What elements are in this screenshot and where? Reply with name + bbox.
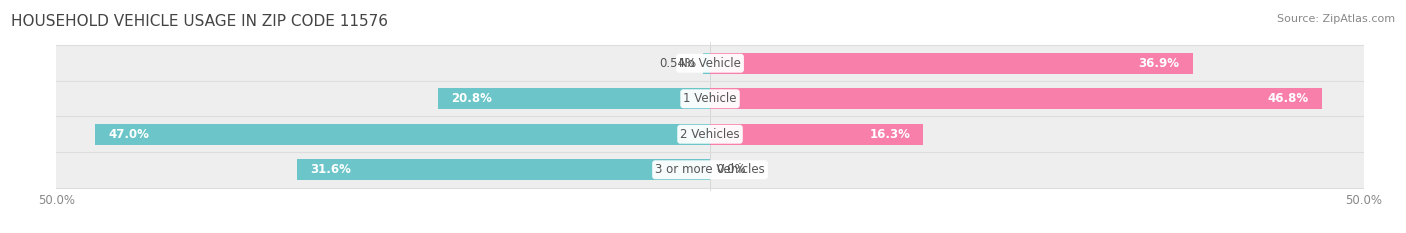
Bar <box>96 123 710 145</box>
Bar <box>710 123 924 145</box>
Text: No Vehicle: No Vehicle <box>679 57 741 70</box>
Bar <box>56 152 1364 188</box>
Text: HOUSEHOLD VEHICLE USAGE IN ZIP CODE 11576: HOUSEHOLD VEHICLE USAGE IN ZIP CODE 1157… <box>11 14 388 29</box>
Text: 3 or more Vehicles: 3 or more Vehicles <box>655 163 765 176</box>
Text: 1 Vehicle: 1 Vehicle <box>683 92 737 105</box>
Text: 36.9%: 36.9% <box>1139 57 1180 70</box>
Text: 2 Vehicles: 2 Vehicles <box>681 128 740 141</box>
Text: 47.0%: 47.0% <box>108 128 149 141</box>
Text: Source: ZipAtlas.com: Source: ZipAtlas.com <box>1277 14 1395 24</box>
Text: 16.3%: 16.3% <box>869 128 910 141</box>
Bar <box>56 45 1364 81</box>
Text: 20.8%: 20.8% <box>451 92 492 105</box>
Text: 46.8%: 46.8% <box>1268 92 1309 105</box>
Bar <box>439 88 710 110</box>
Bar <box>710 88 1322 110</box>
Text: 0.54%: 0.54% <box>659 57 696 70</box>
Text: 31.6%: 31.6% <box>309 163 350 176</box>
Text: 0.0%: 0.0% <box>717 163 747 176</box>
Bar <box>56 81 1364 116</box>
Bar <box>710 53 1192 74</box>
Bar <box>703 53 710 74</box>
Bar <box>297 159 710 180</box>
Bar <box>56 116 1364 152</box>
